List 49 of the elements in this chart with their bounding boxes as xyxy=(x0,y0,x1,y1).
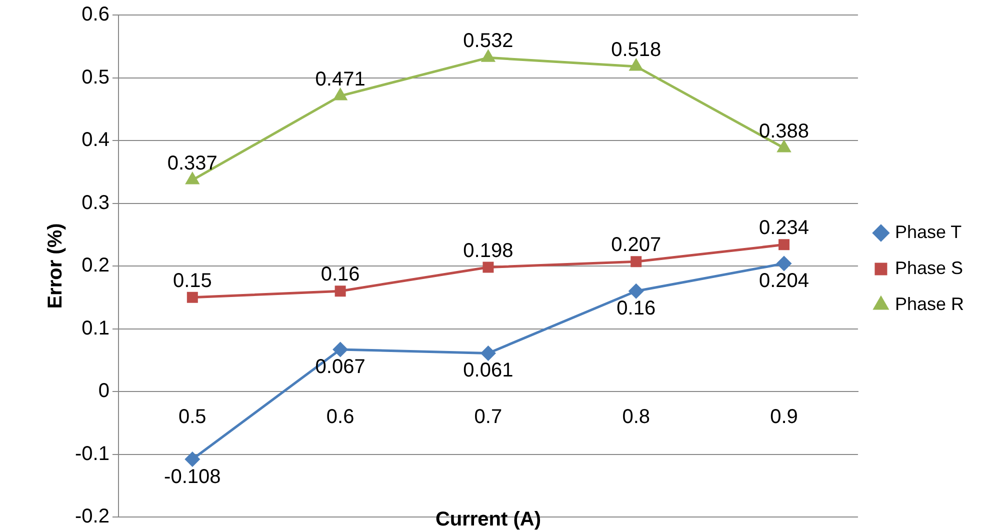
y-tick-label: 0.5 xyxy=(82,66,110,88)
point xyxy=(334,286,346,297)
x-tick-label: 0.8 xyxy=(622,406,650,428)
y-tick-label: -0.2 xyxy=(74,506,110,528)
data-label: 0.532 xyxy=(463,30,514,52)
data-label: 0.15 xyxy=(172,270,212,292)
x-axis-title: Current (A) xyxy=(435,508,541,531)
data-label: 0.16 xyxy=(320,264,360,286)
data-label: 0.388 xyxy=(758,120,810,143)
point xyxy=(778,140,790,152)
point xyxy=(778,239,790,250)
point xyxy=(482,50,495,62)
point xyxy=(185,452,200,467)
y-tick-label: 0.3 xyxy=(82,192,110,214)
x-tick-label: 0.7 xyxy=(474,406,502,428)
point xyxy=(628,284,644,298)
point xyxy=(480,346,496,360)
point xyxy=(334,88,347,100)
x-tick-label: 0.5 xyxy=(178,406,206,428)
point xyxy=(630,59,643,71)
legend-label: Phase R xyxy=(894,294,964,314)
y-tick-label: 0.2 xyxy=(82,254,110,277)
y-axis-title: Error (%) xyxy=(44,223,67,309)
data-label: 0.207 xyxy=(611,234,662,256)
point xyxy=(333,342,348,357)
data-label: 0.067 xyxy=(315,356,366,378)
point xyxy=(482,262,494,273)
point xyxy=(630,256,642,268)
y-tick-label: 0 xyxy=(98,380,110,402)
legend-label: Phase S xyxy=(894,258,964,278)
data-label: 0.471 xyxy=(315,68,366,90)
data-label: 0.337 xyxy=(167,152,218,175)
data-label: 0.518 xyxy=(611,38,662,61)
data-label: 0.061 xyxy=(463,360,514,382)
legend-label: Phase T xyxy=(894,222,962,242)
y-tick-label: 0.1 xyxy=(82,317,110,340)
point xyxy=(776,256,792,271)
y-tick-label: 0.6 xyxy=(82,4,110,26)
x-tick-label: 0.6 xyxy=(326,406,354,428)
data-label: 0.234 xyxy=(758,217,810,240)
data-label: 0.204 xyxy=(758,270,810,292)
data-label: 0.16 xyxy=(616,298,656,320)
y-tick-label: -0.1 xyxy=(74,442,110,465)
data-label: -0.108 xyxy=(164,466,221,488)
data-label: 0.198 xyxy=(463,240,514,262)
y-tick-label: 0.4 xyxy=(82,129,110,152)
point xyxy=(186,172,199,184)
point xyxy=(186,292,198,303)
x-tick-label: 0.9 xyxy=(770,406,798,428)
